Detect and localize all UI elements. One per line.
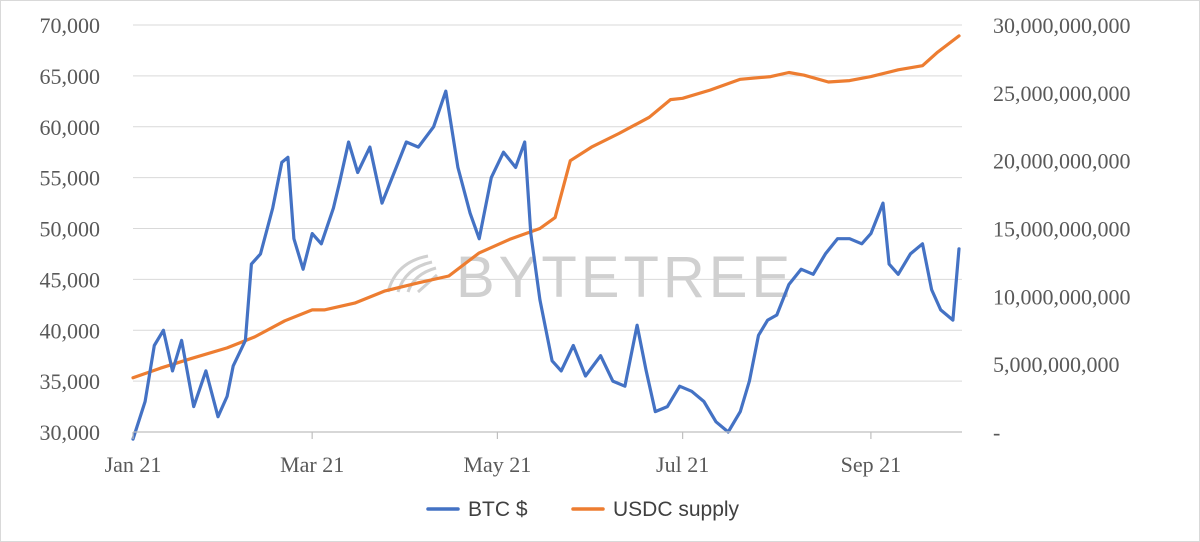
- watermark-text: BYTETREE: [456, 245, 794, 310]
- legend-label-btc: BTC $: [468, 498, 528, 521]
- y-left-tick-label: 60,000: [40, 115, 101, 140]
- y-left-tick-label: 45,000: [40, 267, 101, 292]
- x-tick-label: Sep 21: [841, 452, 902, 477]
- bytetree-logo-icon: [386, 254, 439, 294]
- y-left-tick-label: 65,000: [40, 64, 101, 89]
- y-left-tick-label: 70,000: [40, 13, 101, 38]
- legend-label-usdc: USDC supply: [613, 498, 740, 521]
- series-layer: [131, 34, 961, 441]
- y-left-tick-label: 35,000: [40, 369, 101, 394]
- y-left-tick-label: 30,000: [40, 420, 101, 445]
- btc-price-line: [131, 89, 961, 441]
- gridlines: [133, 24, 962, 382]
- y-right-tick-label: 10,000,000,000: [993, 284, 1131, 309]
- y-left-tick-label: 55,000: [40, 166, 101, 191]
- y-right-tick-label: 15,000,000,000: [993, 217, 1131, 242]
- x-tick-label: Jul 21: [656, 452, 709, 477]
- x-axis: Jan 21 Mar 21 May 21 Jul 21 Sep 21: [105, 431, 962, 477]
- legend: BTC $ USDC supply: [426, 498, 740, 521]
- y-right-tick-label: 30,000,000,000: [993, 13, 1131, 38]
- y-right-tick-label: 25,000,000,000: [993, 81, 1131, 106]
- y-right-tick-label: 5,000,000,000: [993, 352, 1120, 377]
- x-tick-label: May 21: [463, 452, 531, 477]
- y-left-tick-label: 40,000: [40, 318, 101, 343]
- y-axis-right: - 5,000,000,000 10,000,000,000 15,000,000,0…: [993, 13, 1131, 445]
- x-tick-label: Mar 21: [280, 452, 344, 477]
- y-left-tick-label: 50,000: [40, 217, 101, 242]
- x-tick-label: Jan 21: [105, 452, 162, 477]
- y-axis-left: 30,000 35,000 40,000 45,000 50,000 55,000 60,0…: [40, 13, 101, 445]
- y-right-tick-label: -: [993, 420, 1000, 445]
- y-right-tick-label: 20,000,000,000: [993, 149, 1131, 174]
- usdc-supply-line: [131, 34, 961, 380]
